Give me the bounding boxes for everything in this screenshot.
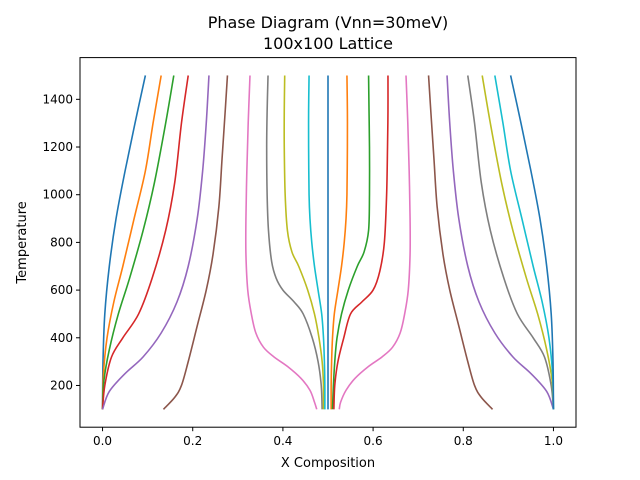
series-line-10 bbox=[307, 75, 326, 410]
series-line-2 bbox=[101, 75, 162, 410]
y-axis: 200 400 600 800 1000 1200 1400 bbox=[42, 92, 80, 392]
y-tick-label: 600 bbox=[50, 283, 73, 297]
series-line-7 bbox=[244, 75, 318, 410]
x-axis: 0.0 0.2 0.4 0.6 0.8 1.0 bbox=[93, 427, 563, 448]
series-line-13 bbox=[331, 75, 371, 410]
series-line-5 bbox=[101, 75, 210, 410]
y-tick-label: 200 bbox=[50, 378, 73, 392]
x-tick-label: 0.6 bbox=[364, 434, 383, 448]
series-line-20 bbox=[494, 75, 555, 410]
series-line-4 bbox=[101, 75, 190, 410]
x-tick-label: 0.8 bbox=[454, 434, 473, 448]
series-line-21 bbox=[509, 75, 555, 410]
chart-subtitle: 100x100 Lattice bbox=[263, 34, 393, 53]
y-tick-label: 800 bbox=[50, 235, 73, 249]
y-axis-label: Temperature bbox=[15, 201, 30, 284]
series-line-15 bbox=[338, 75, 412, 410]
x-tick-label: 0.4 bbox=[273, 434, 292, 448]
series-line-18 bbox=[466, 75, 555, 410]
series-line-14 bbox=[333, 75, 389, 410]
chart-title: Phase Diagram (Vnn=30meV) bbox=[208, 13, 449, 32]
series-line-1 bbox=[101, 75, 147, 410]
x-tick-label: 0.2 bbox=[183, 434, 202, 448]
x-axis-label: X Composition bbox=[281, 456, 375, 471]
series-line-6 bbox=[162, 75, 229, 410]
y-tick-label: 1200 bbox=[42, 140, 73, 154]
series-line-9 bbox=[283, 75, 325, 410]
series-line-8 bbox=[265, 75, 323, 410]
series-line-19 bbox=[481, 75, 555, 410]
x-tick-label: 1.0 bbox=[544, 434, 563, 448]
x-tick-label: 0.0 bbox=[93, 434, 112, 448]
y-tick-label: 400 bbox=[50, 331, 73, 345]
series-line-17 bbox=[446, 75, 555, 410]
series-line-12 bbox=[330, 75, 349, 410]
y-tick-label: 1000 bbox=[42, 188, 73, 202]
series-line-3 bbox=[101, 75, 175, 410]
y-tick-label: 1400 bbox=[42, 92, 73, 106]
series-line-16 bbox=[427, 75, 494, 410]
series-layer bbox=[101, 75, 555, 410]
